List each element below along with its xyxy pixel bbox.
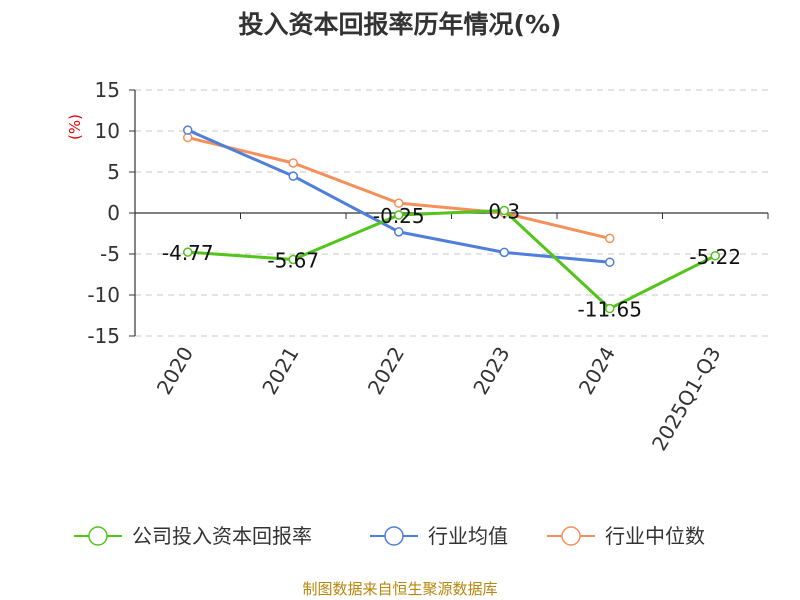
y-tick-label: 15 [95, 78, 120, 102]
data-label: 0.3 [488, 200, 520, 224]
data-labels: -4.77 -5.67 -0.25 0.3 -11.65 -5.22 [162, 200, 741, 322]
data-label: -5.67 [267, 248, 319, 272]
legend-item-1[interactable]: 行业均值 [370, 524, 508, 548]
data-label: -4.77 [162, 241, 214, 265]
legend-label: 行业均值 [428, 524, 508, 548]
data-point[interactable] [605, 303, 615, 314]
data-point[interactable] [183, 247, 193, 257]
series-group [183, 125, 720, 314]
data-label: -0.25 [373, 204, 425, 228]
data-point[interactable] [288, 171, 298, 181]
data-point[interactable] [183, 125, 193, 135]
x-tick-label: 2024 [574, 343, 620, 399]
legend-label: 公司投入资本回报率 [132, 524, 312, 548]
legend-item-0[interactable]: 公司投入资本回报率 [74, 524, 312, 548]
legend-label: 行业中位数 [605, 524, 705, 548]
y-tick-label: 0 [107, 201, 120, 225]
x-tick-label: 2022 [363, 343, 409, 399]
x-tick-label: 2020 [152, 343, 198, 399]
data-point[interactable] [394, 227, 404, 237]
data-point[interactable] [288, 254, 298, 265]
source-note: 制图数据来自恒生聚源数据库 [302, 580, 497, 598]
data-label: -5.22 [689, 245, 741, 269]
series-line-0 [187, 209, 716, 311]
x-tick-label: 2025Q1-Q3 [647, 343, 726, 455]
legend[interactable]: 公司投入资本回报率 行业均值 行业中位数 [74, 524, 705, 548]
y-tick-label: 5 [107, 160, 120, 184]
data-point[interactable] [710, 251, 720, 261]
y-tick-label: -10 [87, 283, 120, 307]
legend-marker [88, 526, 108, 546]
data-point[interactable] [605, 233, 615, 244]
y-tick-label: 10 [95, 119, 120, 143]
data-point[interactable] [499, 205, 509, 216]
data-point[interactable] [499, 247, 509, 258]
data-point[interactable] [288, 158, 298, 168]
legend-item-2[interactable]: 行业中位数 [547, 524, 705, 548]
legend-marker [384, 526, 404, 546]
y-tick-label: -15 [87, 324, 120, 348]
x-tick-label: 2023 [468, 343, 514, 399]
data-point[interactable] [605, 257, 615, 267]
data-point[interactable] [394, 198, 404, 208]
legend-marker [561, 526, 581, 546]
y-axis-unit: (%) [66, 114, 84, 140]
data-label: -11.65 [578, 298, 642, 322]
data-point[interactable] [394, 210, 404, 220]
y-tick-label: -5 [100, 242, 120, 266]
series-line-1 [187, 128, 610, 264]
x-tick-label: 2021 [257, 343, 303, 399]
chart-title: 投入资本回报率历年情况(%) [239, 10, 562, 39]
